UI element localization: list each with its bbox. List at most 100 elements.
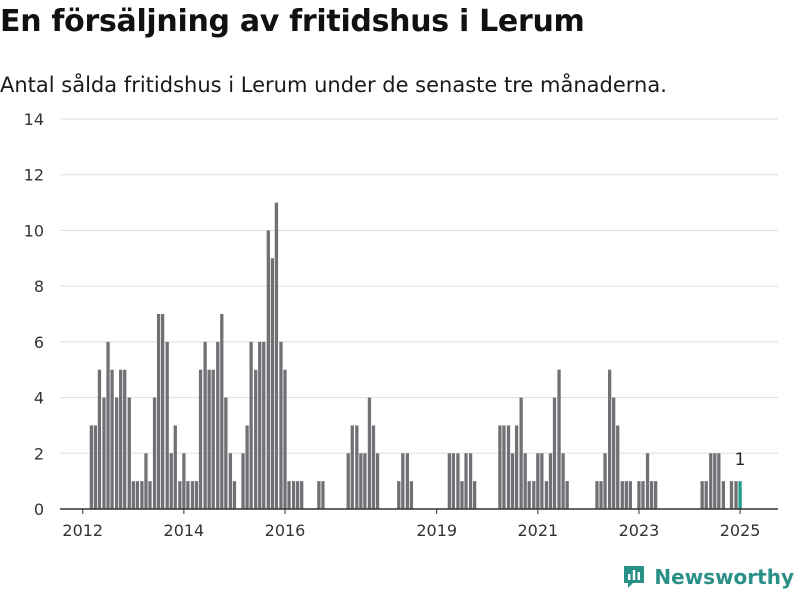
bar [140,481,144,509]
bar [519,397,523,509]
brand-footer: Newsworthy [622,564,794,590]
bar [363,453,367,509]
bar [527,481,531,509]
bar [729,481,734,509]
bar [131,481,135,509]
bar [119,369,123,509]
bar [700,481,704,509]
bar [641,481,645,509]
bar [203,341,207,509]
bar [548,453,553,509]
bar [211,369,215,509]
bar [266,230,270,509]
x-tick-label: 2023 [619,521,660,540]
bar [612,397,616,509]
bar [114,397,119,509]
bar [502,425,506,509]
y-tick-label: 4 [34,389,44,408]
bar [216,341,220,509]
newsworthy-logo-icon [624,566,645,588]
bar [207,369,211,509]
bar [270,258,275,509]
bar [220,314,224,509]
y-tick-label: 14 [24,110,44,129]
bar [734,481,738,509]
bar [704,481,708,509]
bar [717,453,721,509]
bar [241,453,245,509]
bar [498,425,502,509]
bar [624,481,628,509]
bar [616,425,620,509]
bar [595,481,599,509]
bar [367,397,372,509]
bar [321,481,325,509]
bar-chart: 0 2 4 6 8 10 12 14 2012 2014 2016 2019 2021 2023 2025 1 [24,110,778,540]
bar [447,453,451,509]
bar [186,481,190,509]
bar [709,453,713,509]
bar [371,425,376,509]
bar [254,369,258,509]
bar [249,341,253,509]
bar [156,314,161,509]
bar [152,397,157,509]
bar [565,481,569,509]
bar [544,481,549,509]
bar [93,425,98,509]
bar [279,341,283,509]
x-tick-label: 2014 [164,521,205,540]
bar [523,453,527,509]
x-tick-label: 2021 [517,521,558,540]
bar [713,453,717,509]
bar [296,481,300,509]
y-tick-label: 6 [34,333,44,352]
y-tick-label: 12 [24,166,44,185]
bar [262,341,266,509]
bar [224,397,228,509]
bar [510,453,515,509]
bar [232,481,237,509]
bar [506,425,511,509]
bar [190,481,195,509]
x-tick-label: 2016 [265,521,306,540]
bar [178,481,182,509]
x-tick-label: 2025 [720,521,761,540]
bar [536,453,540,509]
bar [464,453,468,509]
bar [540,453,544,509]
bar [645,453,650,509]
brand-name: Newsworthy [654,565,794,589]
bar [359,453,363,509]
bar [599,481,603,509]
bar [468,453,473,509]
bar [182,453,186,509]
bar [552,397,557,509]
bar [228,453,233,509]
bar [620,481,624,509]
bar [106,341,110,509]
bar [405,453,410,509]
x-tick-label: 2012 [62,521,103,540]
y-tick-label: 0 [34,500,44,519]
y-tick-label: 8 [34,277,44,296]
bar [375,453,380,509]
bar [274,202,279,510]
bar [198,369,203,509]
bar [532,481,536,509]
bar [291,481,296,509]
bar [346,453,350,509]
bar [89,425,93,509]
bar [355,425,359,509]
bar [557,369,561,509]
bar [607,369,612,509]
bar [161,314,165,509]
bar [148,481,152,509]
bar [110,369,114,509]
bar [300,481,304,509]
bar [397,481,401,509]
annotation-label: 1 [735,450,746,470]
bar [350,425,354,509]
bar [649,481,654,509]
bar [283,369,287,509]
